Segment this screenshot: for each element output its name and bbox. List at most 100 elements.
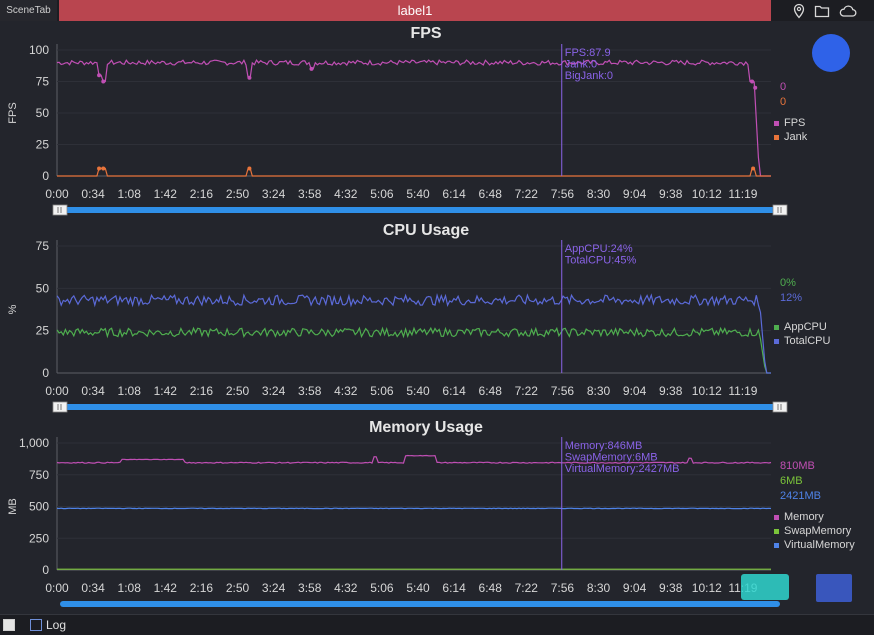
plot-area: FPS FPS 0 25 50 75 100 0:00 0:34 1:08 1:42 2:16 2:50… <box>7 25 855 607</box>
series-line-virtualmemory <box>56 507 772 510</box>
x-tick-label: 7:22 <box>515 581 539 595</box>
x-tick-label: 11:19 <box>728 187 757 201</box>
data-point <box>97 166 102 171</box>
cursor-readout: TotalCPU:45% <box>565 255 637 267</box>
y-tick-label: 1,000 <box>19 436 49 450</box>
x-tick-label: 6:14 <box>442 187 466 201</box>
y-axis-label: MB <box>7 498 19 515</box>
time-range-slider[interactable] <box>60 404 780 410</box>
x-tick-label: 6:48 <box>479 581 503 595</box>
x-tick-label: 1:08 <box>118 384 142 398</box>
y-tick-label: 250 <box>29 531 49 545</box>
x-tick-label: 3:24 <box>262 581 286 595</box>
y-tick-label: 0 <box>42 563 49 577</box>
x-tick-label: 5:40 <box>406 384 430 398</box>
x-tick-label: 3:58 <box>298 384 322 398</box>
bottom-bar: Log <box>0 614 874 635</box>
series-line-totalcpu <box>56 292 771 374</box>
chart-1: CPU Usage% 0 25 50 75 0:00 0:34 1:08 1:42 2:16 2:5… <box>7 222 831 413</box>
x-tick-label: 4:32 <box>334 187 358 201</box>
slider-handle[interactable] <box>52 401 68 413</box>
x-tick-label: 9:38 <box>659 187 683 201</box>
data-point <box>753 85 758 90</box>
y-tick-label: 750 <box>29 468 49 482</box>
x-tick-label: 6:14 <box>442 581 466 595</box>
record-button[interactable] <box>812 34 850 72</box>
x-tick-label: 5:40 <box>406 187 430 201</box>
slider-handle[interactable] <box>772 401 788 413</box>
x-tick-label: 4:32 <box>334 384 358 398</box>
legend-swatch <box>774 135 779 140</box>
x-tick-label: 2:16 <box>190 384 214 398</box>
chart-2: Memory Usage MB 0 250 500 750 1,000 0:00 0:34 1:0… <box>7 419 855 607</box>
legend-swatch <box>774 543 779 548</box>
data-point <box>247 75 252 80</box>
data-point <box>750 79 755 84</box>
x-tick-label: 10:12 <box>692 187 722 201</box>
x-tick-label: 7:22 <box>515 384 539 398</box>
current-value: 0% <box>780 277 796 289</box>
cursor-readout: AppCPU:24% <box>565 243 633 255</box>
slider-handle[interactable] <box>52 204 68 216</box>
x-tick-label: 0:00 <box>45 384 69 398</box>
legend-entry: VirtualMemory <box>784 539 855 551</box>
x-tick-label: 5:06 <box>370 384 394 398</box>
dropdown-toggle-icon[interactable] <box>3 619 15 631</box>
y-tick-label: 500 <box>29 500 49 514</box>
x-tick-label: 2:50 <box>226 187 250 201</box>
legend-entry: SwapMemory <box>784 525 852 537</box>
time-range-slider[interactable] <box>60 207 780 213</box>
x-tick-label: 9:38 <box>659 384 683 398</box>
scene-tab[interactable]: SceneTab <box>0 0 57 21</box>
x-tick-label: 6:48 <box>479 384 503 398</box>
y-tick-label: 50 <box>36 106 50 120</box>
legend-swatch <box>774 515 779 520</box>
x-tick-label: 10:12 <box>692 581 722 595</box>
legend-swatch <box>774 121 779 126</box>
y-tick-label: 25 <box>36 324 50 338</box>
label-tab[interactable]: label1 <box>59 0 771 21</box>
watermark-logo <box>741 574 852 602</box>
y-axis-label: FPS <box>7 102 19 123</box>
x-tick-label: 3:58 <box>298 581 322 595</box>
x-tick-label: 0:34 <box>81 187 105 201</box>
series-line-memory <box>56 454 772 464</box>
legend-swatch <box>774 339 779 344</box>
legend-entry: FPS <box>784 117 805 129</box>
data-point <box>101 79 106 84</box>
x-tick-label: 11:19 <box>728 384 757 398</box>
legend-entry: Memory <box>784 511 824 523</box>
folder-icon[interactable] <box>814 3 830 19</box>
log-label: Log <box>46 618 67 632</box>
cloud-icon[interactable] <box>839 3 857 19</box>
x-tick-label: 1:08 <box>118 581 142 595</box>
series-line-fps <box>56 58 771 177</box>
legend-swatch <box>774 529 779 534</box>
y-tick-label: 75 <box>36 75 50 89</box>
cursor-readout: SwapMemory:6MB <box>565 452 658 464</box>
y-tick-label: 0 <box>42 366 49 380</box>
legend-entry: TotalCPU <box>784 335 831 347</box>
x-tick-label: 7:56 <box>551 384 575 398</box>
x-tick-label: 6:14 <box>442 384 466 398</box>
x-tick-label: 1:42 <box>154 581 178 595</box>
time-range-slider[interactable] <box>60 601 780 607</box>
slider-handle[interactable] <box>772 204 788 216</box>
x-tick-label: 8:30 <box>587 581 611 595</box>
location-pin-icon[interactable] <box>791 3 807 19</box>
log-checkbox[interactable] <box>30 619 42 631</box>
x-tick-label: 7:22 <box>515 187 539 201</box>
x-tick-label: 9:04 <box>623 187 647 201</box>
x-tick-label: 5:40 <box>406 581 430 595</box>
x-tick-label: 9:04 <box>623 384 647 398</box>
chart-title: Memory Usage <box>369 419 483 436</box>
x-tick-label: 9:38 <box>659 581 683 595</box>
x-tick-label: 1:42 <box>154 187 178 201</box>
x-tick-label: 1:42 <box>154 384 178 398</box>
y-axis-label: % <box>7 304 19 314</box>
x-tick-label: 8:30 <box>587 187 611 201</box>
x-tick-label: 2:50 <box>226 384 250 398</box>
x-tick-label: 0:00 <box>45 187 69 201</box>
series-line-jank <box>57 167 771 177</box>
current-value: 6MB <box>780 475 803 487</box>
